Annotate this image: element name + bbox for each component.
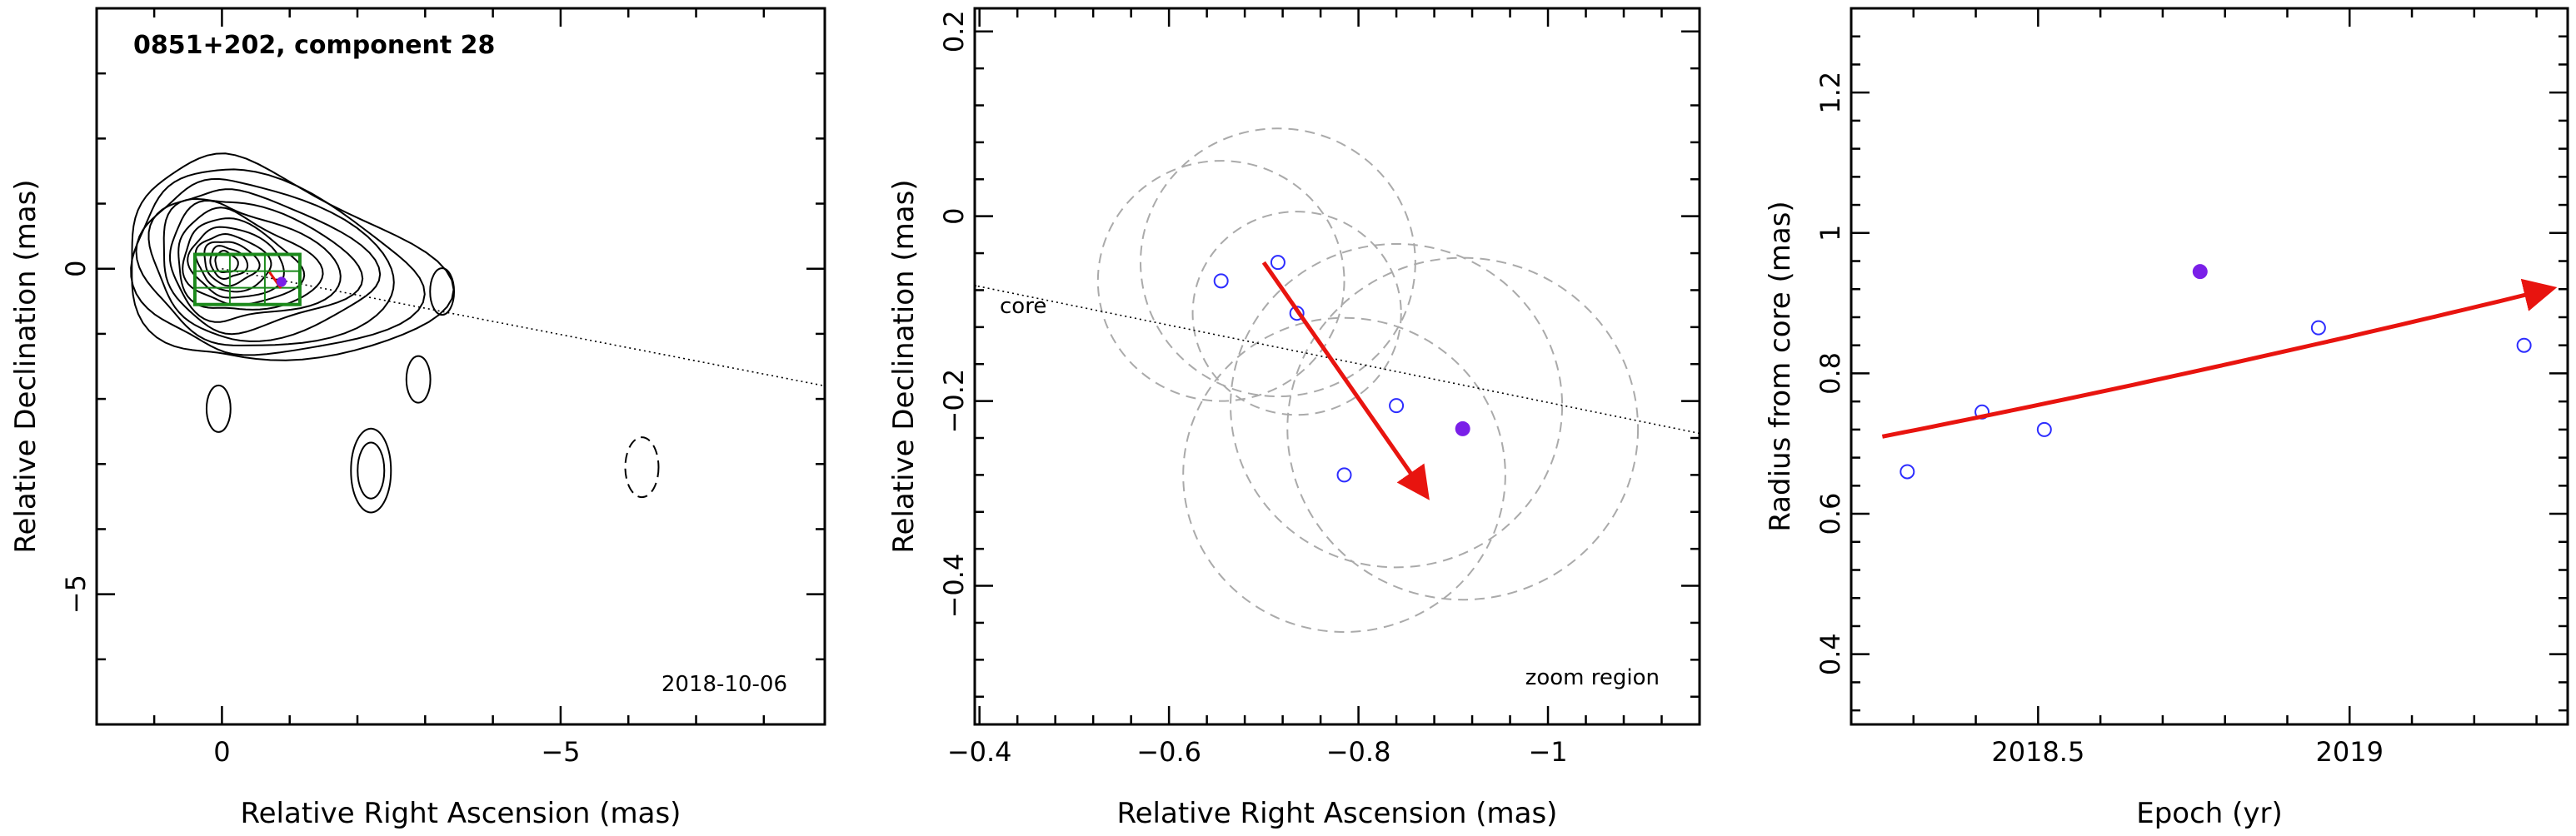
core-contour-line: [203, 241, 261, 287]
highlighted-radius-point: [2192, 264, 2208, 280]
panel-1-y-axis-label: Relative Declination (mas): [9, 179, 42, 553]
beam-circle: [1286, 256, 1640, 601]
beam-circle: [1191, 211, 1402, 416]
radius-point: [2310, 320, 2326, 336]
x-tick-label: 0: [213, 736, 230, 768]
y-tick-label: 0.8: [1815, 352, 1846, 395]
isolated-contour-line: [205, 384, 232, 433]
x-tick-label: 2018.5: [1991, 736, 2084, 768]
x-tick-label: −1: [1528, 736, 1567, 768]
panel-3-x-axis-label: Epoch (yr): [2136, 797, 2283, 830]
radius-point: [2036, 421, 2052, 437]
panel-contour-map: 0 −5 0 −5 0851+202, component 28 2018-10-06…: [9, 7, 826, 830]
core-contour-line: [130, 168, 426, 356]
core-contour-line: [135, 177, 395, 346]
panel-3-y-axis-label: Radius from core (mas): [1764, 201, 1797, 531]
radius-point: [2516, 337, 2532, 353]
x-tick-label: −0.6: [1136, 736, 1201, 768]
panel-2-frame: [973, 7, 1701, 726]
beam-circle: [1182, 316, 1506, 634]
core-contour-line: [162, 197, 364, 336]
y-tick-label: 0.4: [1815, 633, 1846, 675]
component-marker: [276, 276, 287, 287]
panel-2-core-label: core: [1000, 294, 1046, 319]
core-contour-line: [209, 245, 249, 281]
negative-contour-line: [624, 436, 660, 499]
core-contour-line: [147, 188, 382, 342]
x-tick-label: −5: [541, 736, 580, 768]
y-tick-label: 1: [1815, 225, 1846, 241]
y-tick-label: 0: [938, 207, 970, 224]
y-tick-label: −5: [60, 575, 92, 614]
core-direction-line: [975, 286, 1700, 435]
beam-circle: [1140, 127, 1416, 398]
panel-2-zoom-annotation: zoom region: [1525, 665, 1660, 690]
core-contour-line: [168, 199, 342, 323]
panel-2-y-axis-label: Relative Declination (mas): [887, 179, 921, 553]
y-tick-label: −0.2: [938, 369, 970, 434]
core-contour-line: [187, 226, 285, 299]
panel-1-epoch-annotation: 2018-10-06: [661, 672, 787, 697]
panel-zoom-region: −0.4 −0.6 −0.8 −1 0.2 0 −0.2 −0.4 zoom region c…: [887, 7, 1701, 830]
radius-point: [1900, 464, 1915, 480]
velocity-arrow: [1261, 261, 1430, 500]
panel-3-frame: [1850, 7, 2569, 726]
x-tick-label: 2019: [2316, 736, 2384, 768]
y-tick-label: 0.2: [938, 10, 970, 52]
panel-2-x-axis-label: Relative Right Ascension (mas): [1117, 797, 1558, 830]
isolated-contour-line: [429, 267, 456, 316]
x-tick-label: −0.4: [947, 736, 1012, 768]
position-point: [1336, 467, 1352, 483]
isolated-contour-line: [350, 427, 392, 514]
y-tick-label: 0.6: [1815, 493, 1846, 535]
panel-1-title: 0851+202, component 28: [133, 31, 495, 60]
x-tick-label: −0.8: [1326, 736, 1391, 768]
fit-arrow: [1881, 278, 2558, 439]
beam-circle: [1230, 242, 1564, 569]
core-contour-line: [177, 207, 324, 311]
panel-1-x-axis-label: Relative Right Ascension (mas): [241, 797, 681, 830]
isolated-contour-line: [357, 441, 386, 500]
y-tick-label: 1.2: [1815, 72, 1846, 114]
position-point: [1213, 273, 1229, 289]
highlighted-position-point: [1455, 420, 1470, 436]
position-point: [1389, 398, 1405, 414]
position-point: [1270, 255, 1286, 271]
beam-circle: [1096, 160, 1345, 402]
y-tick-label: −0.4: [938, 554, 970, 619]
panel-radius-vs-epoch: 2018.5 2019 0.4 0.6 0.8 1 1.2 Epoch (yr) Radiu…: [1764, 7, 2569, 830]
panel-1-frame: [95, 7, 826, 726]
y-tick-label: 0: [60, 261, 92, 277]
zoom-region-box: [192, 252, 302, 306]
isolated-contour-line: [405, 355, 432, 404]
